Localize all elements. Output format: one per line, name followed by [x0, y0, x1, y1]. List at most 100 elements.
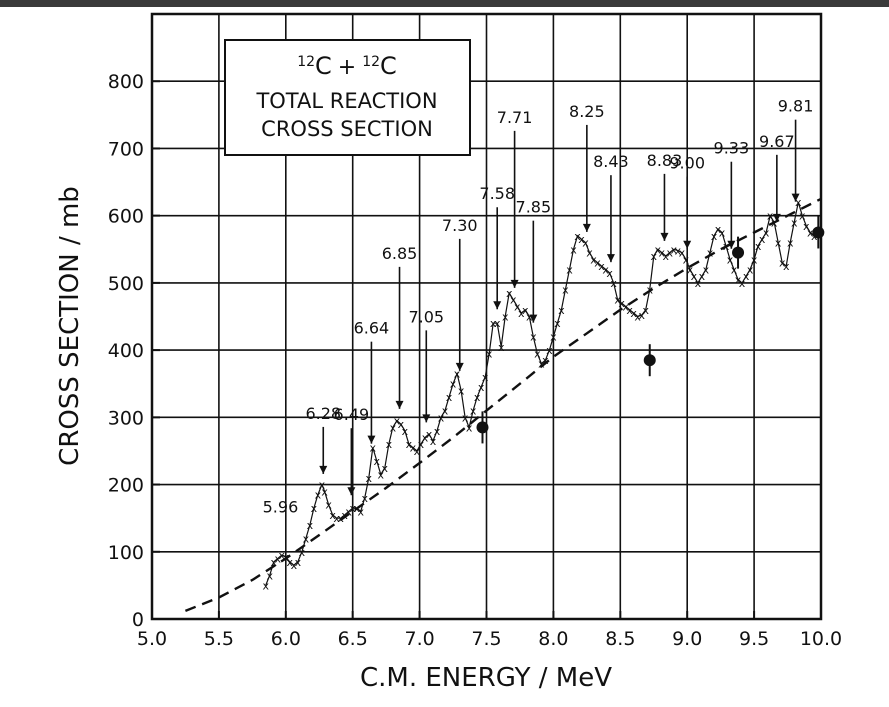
data-point-x-marker: x — [446, 391, 453, 404]
filled-data-point — [476, 421, 489, 434]
title-symbol-2: C — [380, 52, 397, 80]
resonance-arrow-head — [529, 314, 538, 323]
data-point-x-marker: x — [422, 432, 429, 445]
data-point-x-marker: x — [546, 344, 553, 357]
data-point-x-marker: x — [803, 220, 810, 233]
y-tick-label: 300 — [108, 407, 144, 429]
data-point-x-marker: x — [578, 233, 585, 246]
data-point-x-marker: x — [262, 579, 269, 592]
data-point-x-marker: x — [610, 277, 617, 290]
resonance-annotations: 5.96 6.286.49 6.64 6.85 7.05 7.307.58 7.71 7.85… — [263, 97, 814, 517]
data-point-x-marker: x — [271, 556, 278, 569]
resonance-arrow-head — [791, 193, 800, 202]
data-point-x-marker: x — [594, 257, 601, 270]
title-mass-number-2: 12 — [362, 54, 380, 70]
top-border-bar — [0, 0, 889, 7]
data-point-x-marker: x — [506, 287, 513, 300]
data-point-x-marker: x — [671, 243, 678, 256]
data-point-x-marker: x — [466, 421, 473, 434]
data-point-x-marker: x — [618, 297, 625, 310]
data-point-x-marker: x — [642, 304, 649, 317]
resonance-label: 8.25 — [569, 102, 605, 121]
x-tick-label: 7.5 — [471, 628, 501, 650]
filled-data-point — [812, 226, 825, 239]
data-point-x-marker: x — [598, 260, 605, 273]
resonance-arrow-head — [455, 362, 464, 371]
data-point-x-marker: x — [478, 381, 485, 394]
filled-points-layer — [476, 216, 825, 444]
resonance-label: 7.58 — [479, 184, 515, 203]
data-point-x-marker: x — [634, 311, 641, 324]
x-tick-label: 7.0 — [404, 628, 434, 650]
data-point-x-marker: x — [526, 311, 533, 324]
resonance-arrow-head — [395, 400, 404, 409]
data-point-x-marker: x — [283, 551, 290, 564]
data-point-x-marker: x — [406, 438, 413, 451]
measured-trace-line — [265, 202, 819, 586]
x-tick-label: 8.0 — [538, 628, 568, 650]
resonance-label: 6.28 — [305, 404, 341, 423]
resonance-arrow-head — [683, 240, 692, 249]
data-point-x-marker: x — [695, 277, 702, 290]
resonance-arrow-head — [510, 279, 519, 288]
data-point-x-marker: x — [311, 502, 318, 515]
y-tick-label: 800 — [108, 71, 144, 93]
data-point-x-marker: x — [361, 492, 368, 505]
y-tick-label: 500 — [108, 273, 144, 295]
resonance-label: 9.67 — [759, 132, 795, 151]
data-point-x-marker: x — [554, 317, 561, 330]
data-point-x-marker: x — [378, 468, 385, 481]
dashed-curve — [184, 197, 822, 613]
data-point-x-marker: x — [747, 263, 754, 276]
data-point-x-marker: x — [382, 462, 389, 475]
data-point-x-marker: x — [542, 354, 549, 367]
data-point-x-marker: x — [386, 438, 393, 451]
data-point-x-marker: x — [783, 260, 790, 273]
data-point-x-marker: x — [295, 556, 302, 569]
data-point-x-marker: x — [486, 347, 493, 360]
data-point-x-marker: x — [390, 421, 397, 434]
data-point-x-marker: x — [434, 425, 441, 438]
data-point-x-marker: x — [614, 294, 621, 307]
data-point-x-marker: x — [590, 253, 597, 266]
data-point-x-marker: x — [791, 216, 798, 229]
data-point-x-marker: x — [771, 216, 778, 229]
data-point-x-marker: x — [638, 309, 645, 322]
data-point-x-marker: x — [687, 263, 694, 276]
chart-title-line2: TOTAL REACTION — [255, 89, 437, 113]
data-point-x-marker: x — [275, 553, 282, 566]
data-point-x-marker: x — [522, 304, 529, 317]
resonance-label: 8.43 — [593, 152, 629, 171]
data-point-x-marker: x — [566, 263, 573, 276]
data-point-x-marker: x — [266, 569, 273, 582]
data-point-x-marker: x — [287, 556, 294, 569]
resonance-arrow-head — [772, 213, 781, 222]
data-point-x-marker: x — [482, 371, 489, 384]
data-point-x-marker: x — [691, 270, 698, 283]
data-point-x-marker: x — [775, 237, 782, 250]
data-point-x-marker: x — [787, 237, 794, 250]
data-point-x-marker: x — [374, 455, 381, 468]
resonance-arrow-head — [493, 301, 502, 310]
data-point-x-marker: x — [510, 294, 517, 307]
data-point-x-marker: x — [365, 472, 372, 485]
data-point-x-marker: x — [755, 240, 762, 253]
data-point-x-marker: x — [414, 445, 421, 458]
data-point-x-marker: x — [394, 415, 401, 428]
data-point-x-marker: x — [518, 307, 525, 320]
data-point-x-marker: x — [586, 247, 593, 260]
data-point-x-marker: x — [319, 479, 326, 492]
resonance-arrow-head — [347, 487, 356, 496]
y-tick-label: 100 — [108, 542, 144, 564]
y-axis-title: CROSS SECTION / mb — [55, 186, 85, 466]
data-point-x-marker: x — [534, 347, 541, 360]
x-tick-label: 9.5 — [739, 628, 769, 650]
data-point-x-marker: x — [279, 549, 286, 562]
data-point-x-marker: x — [498, 341, 505, 354]
y-axis-ticks: 0 100 200 300 400 500 600 700 800 — [108, 71, 160, 631]
resonance-label: 9.00 — [669, 154, 705, 173]
x-axis-title: C.M. ENERGY / MeV — [360, 663, 612, 693]
y-tick-label: 400 — [108, 340, 144, 362]
data-point-x-marker: x — [763, 226, 770, 239]
data-point-x-marker: x — [663, 250, 670, 263]
